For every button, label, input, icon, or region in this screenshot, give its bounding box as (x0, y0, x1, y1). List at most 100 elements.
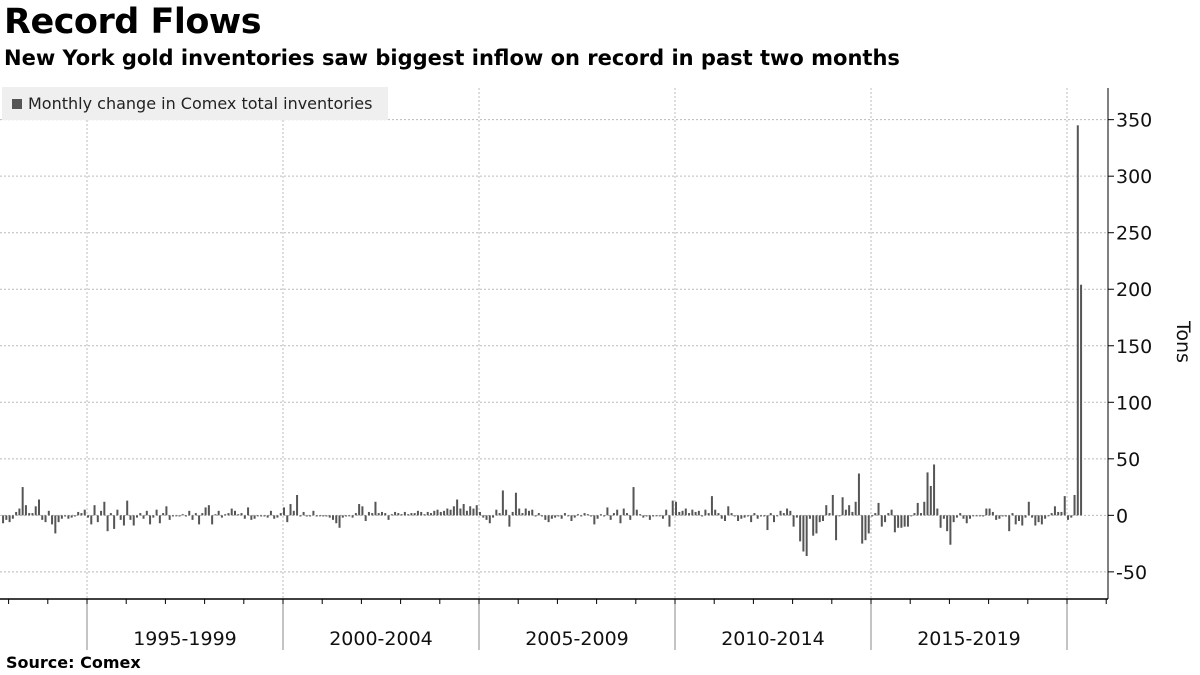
bar (1080, 284, 1083, 516)
bar (276, 515, 279, 518)
bar (541, 515, 544, 517)
bar (149, 515, 152, 525)
bar (933, 464, 936, 516)
bar (681, 510, 684, 516)
bar (322, 515, 325, 517)
bar (315, 515, 318, 517)
bar (632, 487, 635, 516)
bar (776, 515, 779, 517)
bar (838, 515, 841, 517)
bar (684, 508, 687, 516)
bar (139, 513, 142, 516)
bar (501, 490, 504, 516)
legend-label: Monthly change in Comex total inventorie… (28, 94, 373, 113)
bar (126, 500, 129, 516)
bar (198, 515, 201, 525)
bar (524, 508, 527, 516)
bar (318, 515, 321, 517)
bar (688, 513, 691, 516)
bar (328, 515, 331, 518)
bar (498, 513, 501, 516)
legend: Monthly change in Comex total inventorie… (2, 87, 388, 120)
bar (28, 513, 31, 516)
bar (583, 513, 586, 516)
bar (802, 515, 805, 552)
bar (292, 510, 295, 516)
bar (90, 515, 93, 525)
bar (652, 515, 655, 517)
bar (694, 511, 697, 516)
bar (433, 510, 436, 516)
bar (534, 515, 537, 517)
bar (1060, 511, 1063, 516)
bar (485, 515, 488, 520)
bar (390, 514, 393, 516)
bar (717, 513, 720, 516)
bar (214, 514, 217, 516)
bar (413, 513, 416, 516)
bar (439, 511, 442, 516)
bar (871, 515, 873, 517)
bar (547, 515, 550, 523)
bar (152, 515, 155, 518)
bar (612, 513, 615, 516)
bar (626, 513, 628, 516)
bar (988, 508, 991, 516)
bar (171, 515, 174, 517)
bar (116, 509, 119, 516)
bar (822, 515, 824, 521)
bar (335, 515, 338, 524)
bar (756, 515, 759, 519)
bar (1067, 515, 1069, 520)
bar (400, 514, 403, 516)
bar (789, 510, 792, 516)
bar (286, 515, 289, 523)
bar (361, 506, 364, 516)
bar (818, 515, 821, 523)
bar (514, 492, 517, 516)
bar (1018, 515, 1020, 521)
bar (456, 499, 459, 516)
bar (103, 501, 106, 516)
bar (740, 515, 743, 519)
bar (1024, 515, 1027, 518)
y-axis-label: Tons (1172, 320, 1194, 363)
bar (766, 515, 769, 531)
bar (227, 513, 230, 516)
x-category-label: 2005-2009 (525, 628, 629, 650)
bar (746, 515, 749, 517)
bar (397, 513, 400, 516)
bar (338, 515, 341, 528)
bar (100, 510, 103, 516)
bar (367, 511, 370, 516)
bar (465, 510, 468, 516)
bar (1070, 515, 1073, 518)
bar (416, 510, 419, 516)
bar (387, 515, 390, 520)
bar (737, 515, 740, 521)
bar (648, 515, 651, 520)
bar (488, 515, 491, 524)
bar (923, 501, 926, 516)
bar (47, 510, 50, 516)
bar (462, 504, 465, 516)
bar (936, 508, 939, 516)
bar (900, 515, 903, 528)
bar (727, 506, 730, 516)
bar (812, 515, 815, 536)
bar (60, 515, 63, 519)
bar (348, 515, 351, 517)
bar (325, 515, 328, 517)
bar (67, 515, 70, 519)
bar (995, 515, 998, 520)
bar (750, 515, 753, 523)
bar (952, 515, 955, 523)
y-tick-label: 50 (1116, 449, 1140, 471)
bar (374, 501, 377, 516)
bar (537, 513, 540, 516)
bar (658, 515, 661, 517)
bar (407, 514, 410, 516)
bar (1040, 515, 1043, 525)
bar (570, 515, 573, 521)
